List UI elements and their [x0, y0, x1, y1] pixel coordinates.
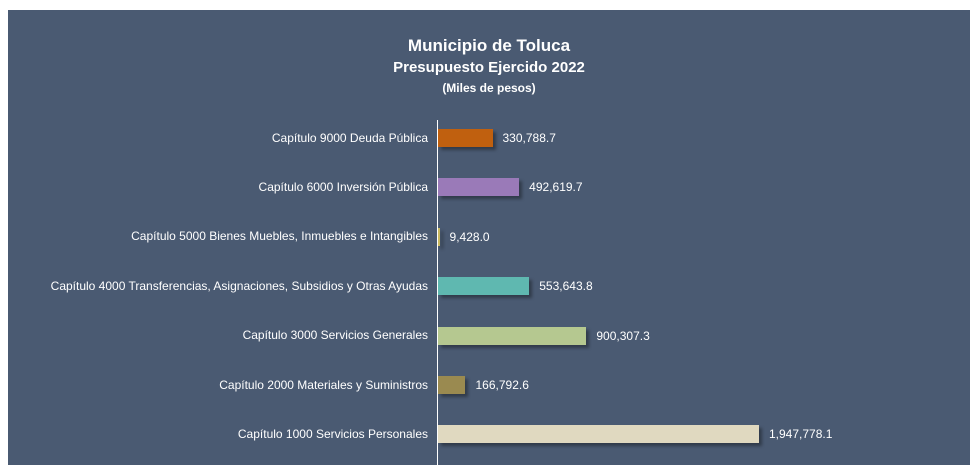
category-label: Capítulo 1000 Servicios Personales	[237, 426, 428, 441]
value-label: 900,307.3	[596, 328, 650, 343]
value-label: 1,947,778.1	[769, 427, 833, 442]
category-label: Capítulo 5000 Bienes Muebles, Inmuebles …	[131, 229, 428, 244]
category-label: Capítulo 2000 Materiales y Suministros	[219, 377, 428, 392]
category-label: Capítulo 6000 Inversión Pública	[258, 179, 428, 194]
value-label: 166,792.6	[475, 378, 529, 392]
bar	[438, 277, 530, 296]
bar	[438, 129, 493, 147]
value-label: 9,428.0	[449, 229, 490, 244]
bar	[438, 376, 466, 394]
category-label: Capítulo 3000 Servicios Generales	[242, 328, 428, 343]
value-label: 330,788.7	[502, 131, 556, 145]
bar	[438, 178, 520, 197]
unit-label: (Miles de pesos)	[442, 81, 536, 95]
value-label: 492,619.7	[529, 180, 583, 195]
bar	[438, 326, 587, 345]
value-label: 553,643.8	[539, 279, 593, 294]
axis-line	[437, 120, 438, 465]
bar	[438, 425, 759, 444]
chart-title: Municipio de Toluca	[407, 36, 571, 55]
bar	[438, 227, 440, 246]
chart: Municipio de Toluca Presupuesto Ejercido…	[8, 10, 970, 465]
category-label: Capítulo 4000 Transferencias, Asignacion…	[50, 278, 428, 293]
category-label: Capítulo 9000 Deuda Pública	[271, 130, 428, 145]
chart-subtitle: Presupuesto Ejercido 2022	[393, 59, 585, 76]
